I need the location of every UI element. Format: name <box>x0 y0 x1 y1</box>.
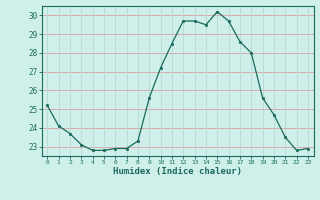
X-axis label: Humidex (Indice chaleur): Humidex (Indice chaleur) <box>113 167 242 176</box>
